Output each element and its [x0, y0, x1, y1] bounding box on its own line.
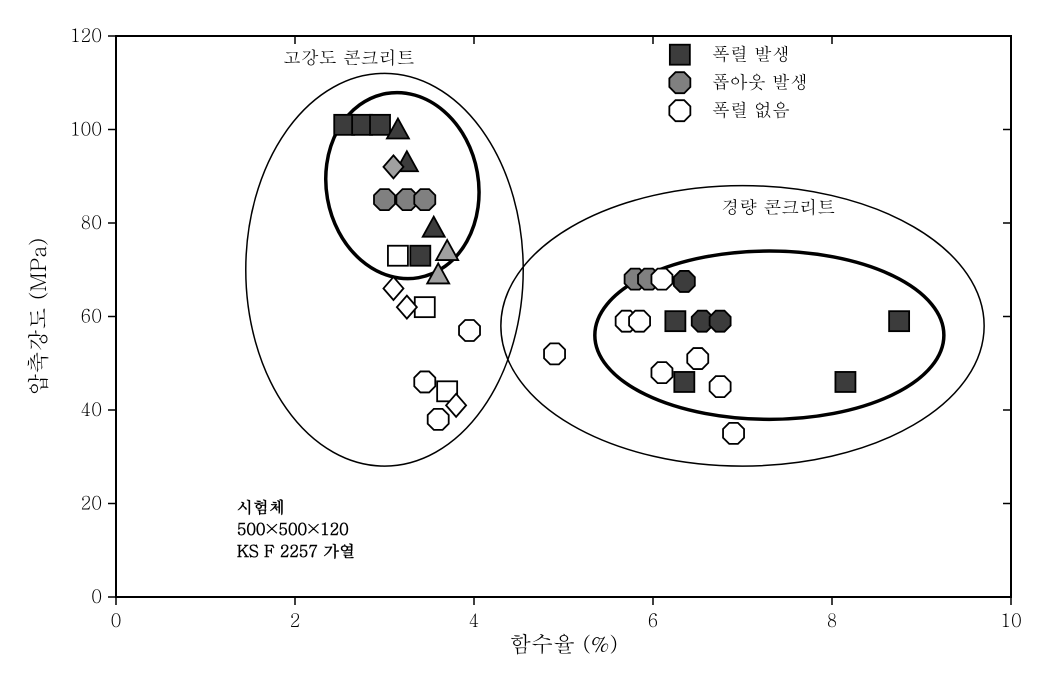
y-tick-label: 20 — [81, 491, 102, 516]
y-axis-label: 압축강도 (MPa) — [22, 238, 53, 396]
y-tick-label: 100 — [70, 117, 102, 142]
legend-label: 폭렬 발생 — [712, 42, 790, 67]
note-line: 500×500×120 — [237, 517, 349, 540]
y-tick-label: 120 — [70, 23, 102, 48]
y-tick-label: 0 — [91, 584, 102, 609]
cluster-label-high-strength: 고강도 콘크리트 — [283, 45, 415, 70]
chart-legend: 폭렬 발생폽아웃 발생폭렬 없음 — [669, 42, 808, 123]
x-tick-label: 10 — [1000, 608, 1021, 633]
x-tick-label: 0 — [111, 608, 122, 633]
note-line: 시험체 — [237, 495, 285, 518]
x-tick-label: 8 — [827, 608, 838, 633]
x-axis-label: 함수율 (%) — [509, 628, 618, 659]
y-tick-label: 80 — [81, 210, 102, 235]
cluster-label-lightweight: 경량 콘크리트 — [721, 195, 835, 220]
x-tick-label: 4 — [469, 608, 480, 633]
y-tick-label: 60 — [81, 304, 102, 329]
x-tick-label: 6 — [648, 608, 659, 633]
legend-label: 폭렬 없음 — [712, 98, 790, 123]
note-line: KS F 2257 가열 — [237, 539, 355, 562]
legend-label: 폽아웃 발생 — [712, 70, 808, 95]
scatter-chart: 0246810020406080100120함수율 (%)압축강도 (MPa)폭… — [0, 0, 1057, 689]
y-tick-label: 40 — [81, 397, 102, 422]
x-tick-label: 2 — [290, 608, 301, 633]
